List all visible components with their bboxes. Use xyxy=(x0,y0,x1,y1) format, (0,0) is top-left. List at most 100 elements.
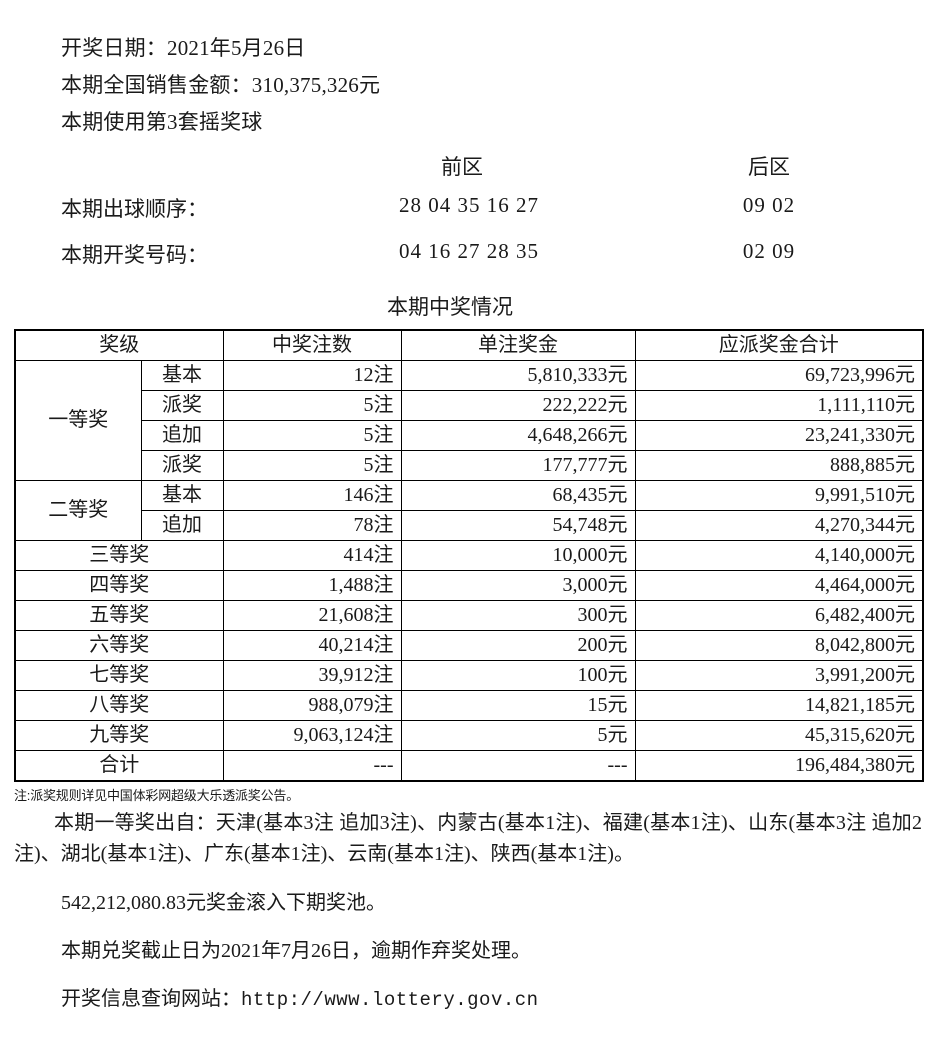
zone-header-row: 前区 后区 xyxy=(14,151,922,193)
winning-count: 146注 xyxy=(222,480,402,511)
sales-amount-line: 本期全国销售金额：310,375,326元 xyxy=(61,73,381,97)
table-row: 六等奖 40,214注 200元 8,042,800元 xyxy=(14,630,924,661)
total-prize: 14,821,185元 xyxy=(634,690,924,721)
grade-name: 四等奖 xyxy=(14,570,224,601)
winning-count: 988,079注 xyxy=(222,690,402,721)
ball-order-label: 本期出球顺序： xyxy=(61,197,208,221)
table-row: 三等奖 414注 10,000元 4,140,000元 xyxy=(14,540,924,571)
prize-table-title: 本期中奖情况 xyxy=(387,295,513,319)
total-prize: 4,270,344元 xyxy=(634,510,924,541)
ball-set-line: 本期使用第3套摇奖球 xyxy=(61,110,263,134)
grade-name: 九等奖 xyxy=(14,720,224,751)
table-footnote: 注:派奖规则详见中国体彩网超级大乐透派奖公告。 xyxy=(14,788,300,803)
column-header-grade: 奖级 xyxy=(14,329,224,361)
winning-number-row: 本期开奖号码： 04 16 27 28 35 02 09 xyxy=(14,239,922,285)
ball-order-front-numbers: 28 04 35 16 27 xyxy=(399,193,539,217)
total-prize: 3,991,200元 xyxy=(634,660,924,691)
grade-name: 三等奖 xyxy=(14,540,224,571)
total-prize: 9,991,510元 xyxy=(634,480,924,511)
winning-count: 78注 xyxy=(222,510,402,541)
winning-number-label: 本期开奖号码： xyxy=(61,243,208,267)
table-row: 五等奖 21,608注 300元 6,482,400元 xyxy=(14,600,924,631)
winning-number-back: 02 09 xyxy=(742,239,796,263)
prize-table-body: 一等奖 基本 12注 5,810,333元 69,723,996元 派奖 5注 … xyxy=(14,360,924,782)
table-row: 八等奖 988,079注 15元 14,821,185元 xyxy=(14,690,924,721)
website-label: 开奖信息查询网站： xyxy=(61,988,241,1010)
table-total-row: 合计 --- --- 196,484,380元 xyxy=(14,750,924,782)
winning-count: 21,608注 xyxy=(222,600,402,631)
prize-table: 奖级 中奖注数 单注奖金 应派奖金合计 一等奖 基本 12注 5,810,333… xyxy=(14,329,924,782)
table-row: 七等奖 39,912注 100元 3,991,200元 xyxy=(14,660,924,691)
column-header-count: 中奖注数 xyxy=(222,329,402,361)
single-prize: 222,222元 xyxy=(400,390,636,421)
winning-count: 5注 xyxy=(222,450,402,481)
claim-deadline-text: 本期兑奖截止日为2021年7月26日，逾期作弃奖处理。 xyxy=(61,940,531,962)
table-row: 一等奖 基本 12注 5,810,333元 69,723,996元 xyxy=(14,360,924,481)
total-prize: 69,723,996元 xyxy=(634,360,924,391)
ball-order-back-numbers: 09 02 xyxy=(742,193,796,217)
grade-sub-label: 派奖 xyxy=(140,390,224,421)
website-paragraph: 开奖信息查询网站：http://www.lottery.gov.cn xyxy=(14,984,922,1015)
winning-count-total: --- xyxy=(222,750,402,782)
grade-name-first: 一等奖 xyxy=(14,360,142,481)
single-prize: 54,748元 xyxy=(400,510,636,541)
grade-name-total: 合计 xyxy=(14,750,224,782)
grade-name: 五等奖 xyxy=(14,600,224,631)
single-prize: 5,810,333元 xyxy=(400,360,636,391)
grade-sub-label: 追加 xyxy=(140,420,224,451)
grade-sub-label: 追加 xyxy=(140,510,224,541)
grade-name-second: 二等奖 xyxy=(14,480,142,541)
total-prize: 45,315,620元 xyxy=(634,720,924,751)
website-url: http://www.lottery.gov.cn xyxy=(241,989,539,1011)
single-prize: 10,000元 xyxy=(400,540,636,571)
grade-sub-label: 基本 xyxy=(140,480,224,511)
column-header-single: 单注奖金 xyxy=(400,329,636,361)
table-header-row: 奖级 中奖注数 单注奖金 应派奖金合计 xyxy=(14,329,924,361)
grade-name: 六等奖 xyxy=(14,630,224,661)
single-prize: 15元 xyxy=(400,690,636,721)
winning-count: 5注 xyxy=(222,390,402,421)
single-prize: 5元 xyxy=(400,720,636,751)
back-zone-label: 后区 xyxy=(748,155,790,179)
draw-date-line: 开奖日期：2021年5月26日 xyxy=(61,36,306,60)
total-prize-total: 196,484,380元 xyxy=(634,750,924,782)
total-prize: 6,482,400元 xyxy=(634,600,924,631)
grade-sub-label: 派奖 xyxy=(140,450,224,481)
single-prize: 200元 xyxy=(400,630,636,661)
single-prize-total: --- xyxy=(400,750,636,782)
single-prize: 4,648,266元 xyxy=(400,420,636,451)
total-prize: 23,241,330元 xyxy=(634,420,924,451)
table-row: 派奖 5注 222,222元 1,111,110元 xyxy=(15,390,924,421)
single-prize: 68,435元 xyxy=(400,480,636,511)
winning-count: 39,912注 xyxy=(222,660,402,691)
table-row: 追加 5注 4,648,266元 23,241,330元 xyxy=(15,420,924,451)
front-zone-label: 前区 xyxy=(441,155,483,179)
grade-sub-label: 基本 xyxy=(140,360,224,391)
winning-count: 414注 xyxy=(222,540,402,571)
table-row: 追加 78注 54,748元 4,270,344元 xyxy=(15,510,924,541)
claim-deadline-paragraph: 本期兑奖截止日为2021年7月26日，逾期作弃奖处理。 xyxy=(14,936,922,966)
single-prize: 177,777元 xyxy=(400,450,636,481)
winning-count: 9,063,124注 xyxy=(222,720,402,751)
single-prize: 300元 xyxy=(400,600,636,631)
single-prize: 3,000元 xyxy=(400,570,636,601)
table-row: 二等奖 基本 146注 68,435元 9,991,510元 xyxy=(14,480,924,541)
total-prize: 8,042,800元 xyxy=(634,630,924,661)
grade-name: 八等奖 xyxy=(14,690,224,721)
total-prize: 888,885元 xyxy=(634,450,924,481)
first-prize-winners-paragraph: 本期一等奖出自：天津(基本3注 追加3注)、内蒙古(基本1注)、福建(基本1注)… xyxy=(14,812,922,865)
total-prize: 1,111,110元 xyxy=(634,390,924,421)
ball-order-row: 本期出球顺序： 28 04 35 16 27 09 02 xyxy=(14,193,922,239)
total-prize: 4,464,000元 xyxy=(634,570,924,601)
winning-count: 5注 xyxy=(222,420,402,451)
rollover-paragraph: 542,212,080.83元奖金滚入下期奖池。 xyxy=(61,892,386,914)
winning-count: 12注 xyxy=(222,360,402,391)
winning-count: 40,214注 xyxy=(222,630,402,661)
table-row: 派奖 5注 177,777元 888,885元 xyxy=(15,450,924,481)
table-row: 四等奖 1,488注 3,000元 4,464,000元 xyxy=(14,570,924,601)
total-prize: 4,140,000元 xyxy=(634,540,924,571)
single-prize: 100元 xyxy=(400,660,636,691)
table-row: 九等奖 9,063,124注 5元 45,315,620元 xyxy=(14,720,924,751)
winning-number-front: 04 16 27 28 35 xyxy=(399,239,539,263)
